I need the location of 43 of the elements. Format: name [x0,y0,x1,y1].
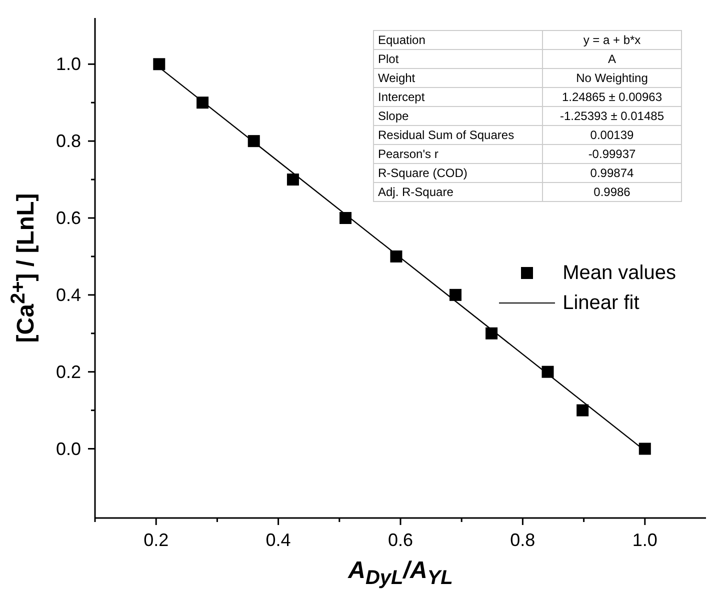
annotation: Slope [374,106,542,126]
annotation: Intercept [374,88,542,106]
y-tick-label: 1.0 [56,54,81,74]
annotation: 1.24865 ± 0.00963 [542,88,682,106]
annotation: 0.9986 [542,182,682,202]
point [153,58,166,70]
annotation: R-Square (COD) [374,164,542,182]
annotation: y = a + b*x [542,30,682,50]
y-tick-label: 0.2 [56,362,81,382]
point [576,404,589,416]
annotation: Pearson's r [374,144,542,164]
y-tick-label: 0.4 [56,284,81,305]
y-tick-label: 0.0 [56,438,81,459]
point [542,366,554,378]
annotation: Equation [374,30,542,50]
annotation: 0.00139 [542,126,682,144]
annotation: -1.25393 ± 0.01485 [542,106,682,126]
annotation: 0.99874 [542,164,682,182]
annotation: Adj. R-Square [374,182,542,202]
point [196,96,209,109]
point [638,442,651,455]
legend-label: Linear fit [562,292,640,314]
x-tick-label: 0.6 [388,530,414,550]
x-axis-title: A$_{DyL}$/A$_{YL}$ [346,557,454,590]
annotation: -0.99937 [542,144,682,164]
legend-label: Mean values [562,262,676,284]
y-tick-label: 0.8 [56,131,81,152]
x-tick-label: 0.4 [266,530,291,550]
x-tick-label: 1.0 [632,530,658,550]
annotation: Plot [374,50,542,68]
point [248,135,260,148]
annotation: Weight [374,68,542,88]
x-tick-label: 0.2 [144,530,169,550]
point [449,288,462,301]
point [390,250,402,262]
annotation: No Weighting [542,68,682,88]
point [486,327,498,340]
annotation: Residual Sum of Squares [374,126,542,144]
x-tick-label: 0.8 [510,530,536,550]
annotation: A [542,50,682,68]
point [286,174,299,186]
y-tick-label: 0.6 [56,208,81,228]
point [340,212,352,224]
